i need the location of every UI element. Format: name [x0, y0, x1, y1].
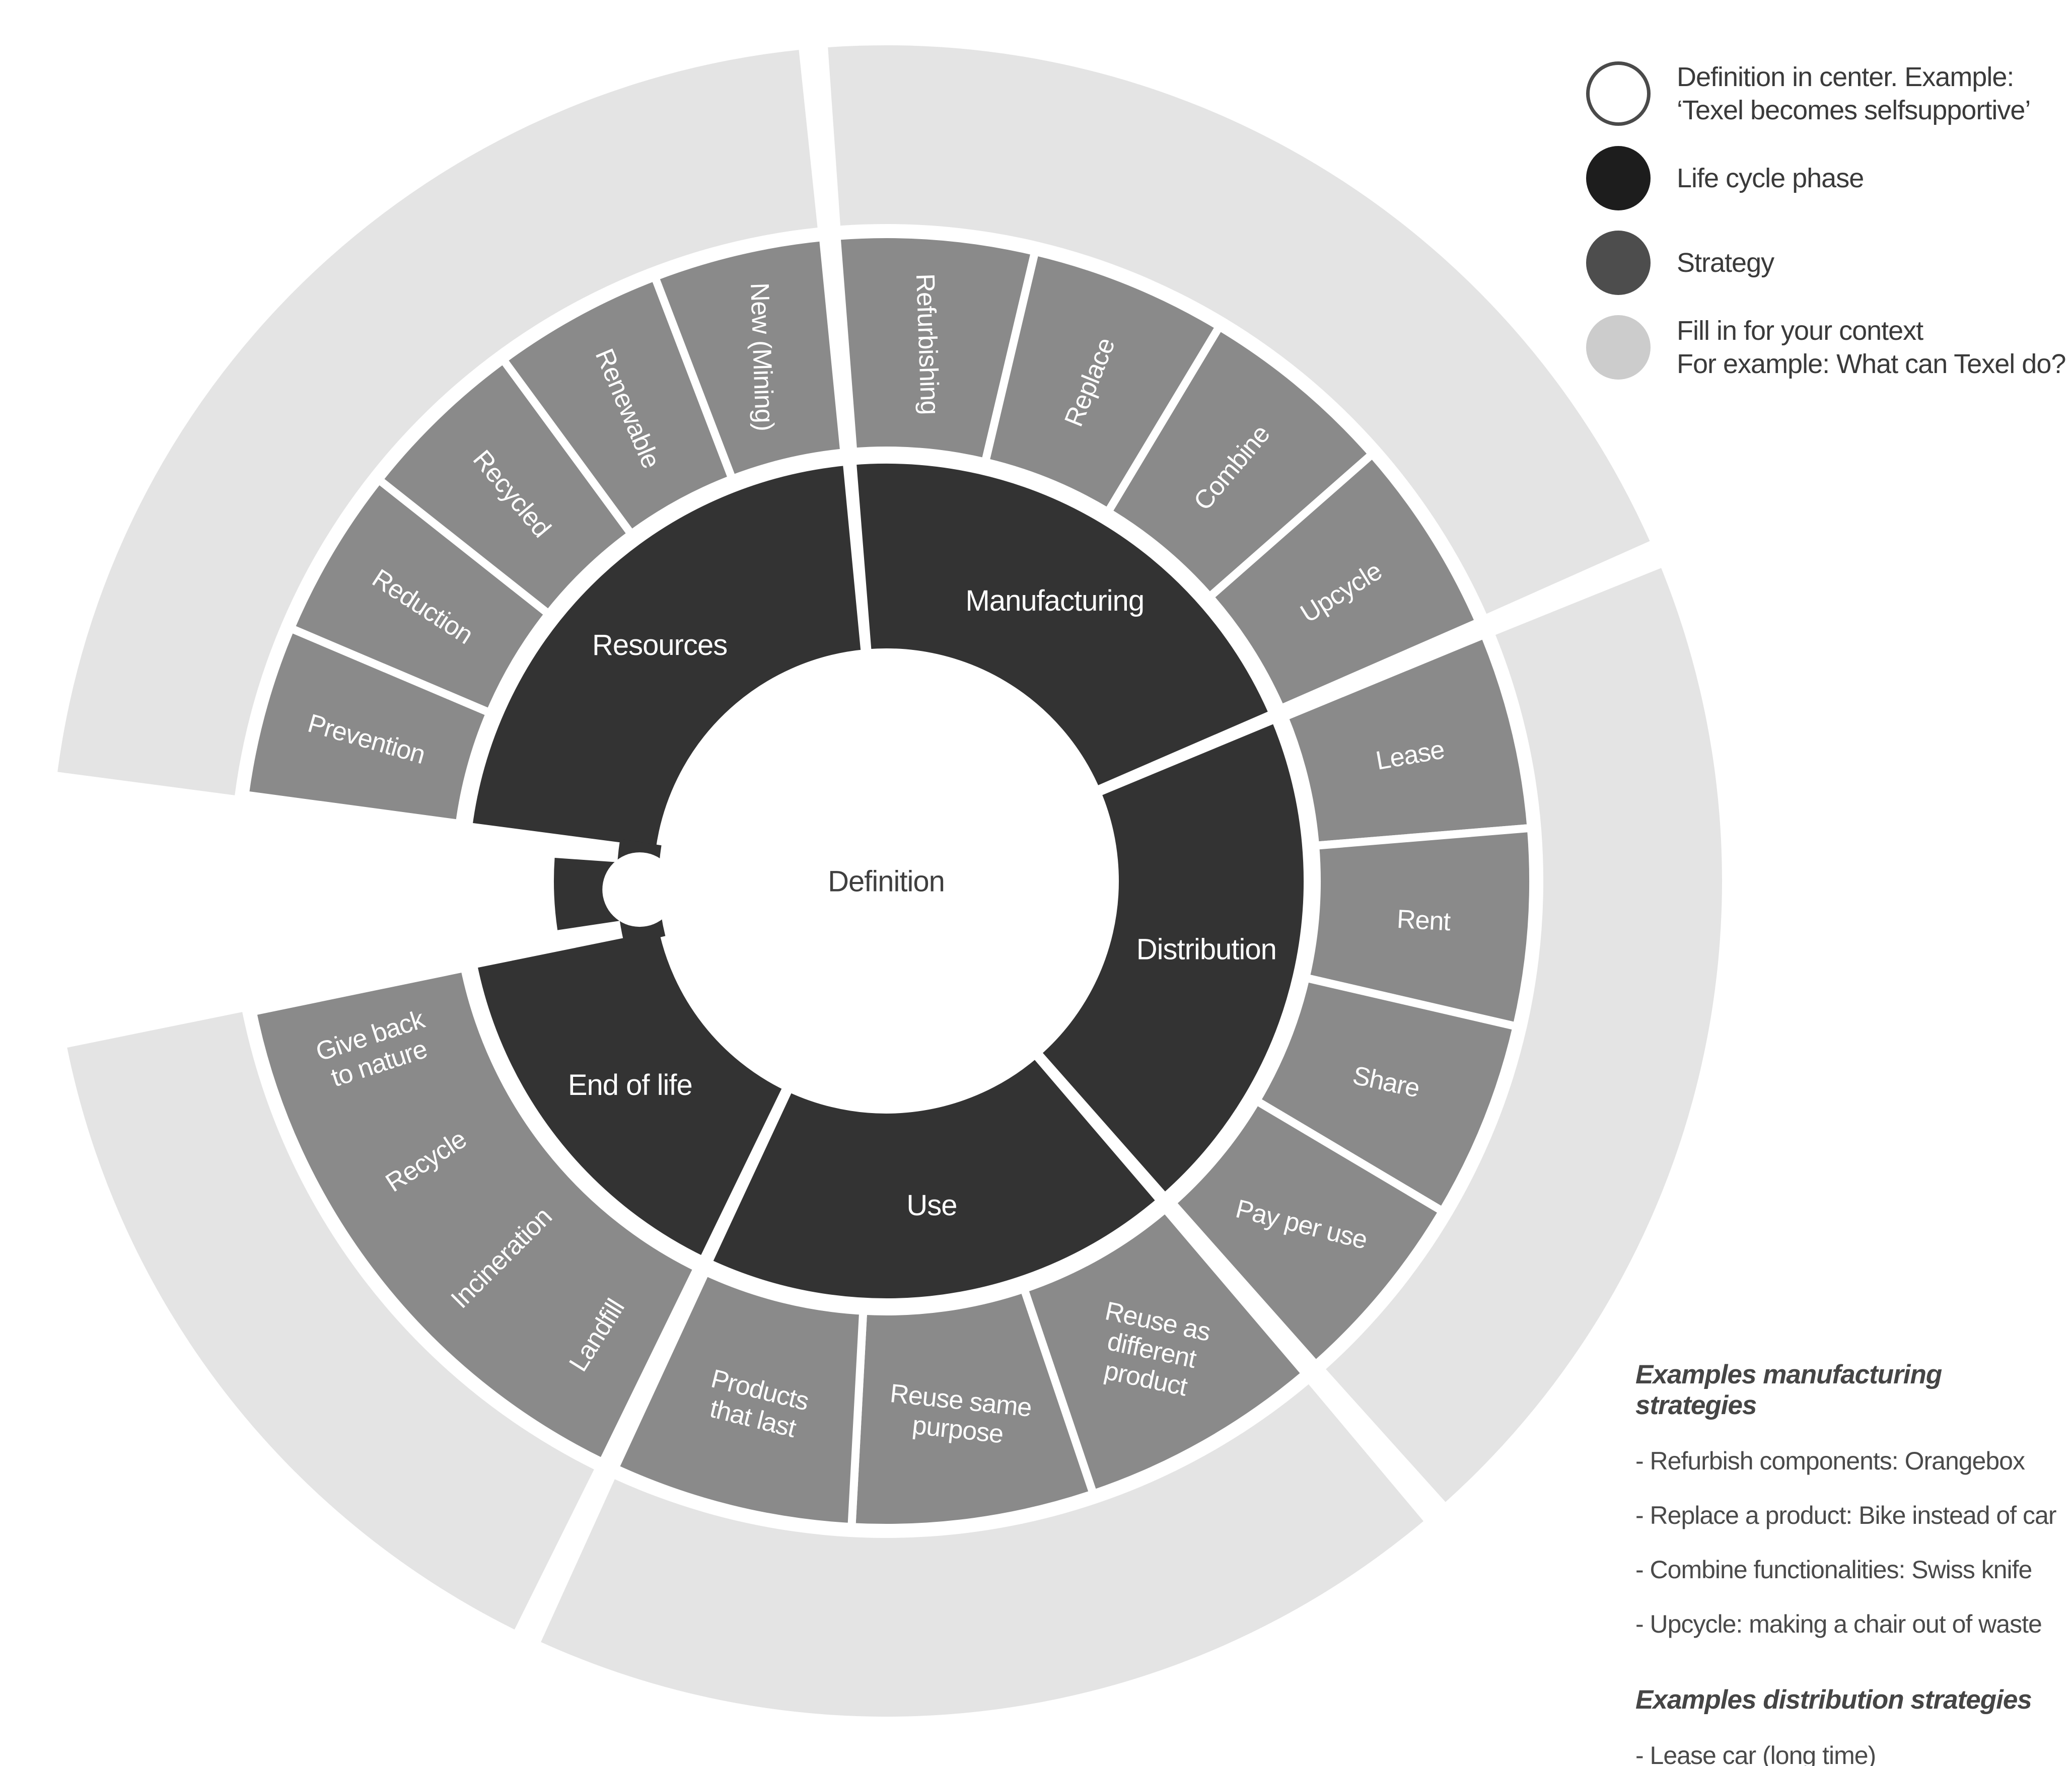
strategy-circle-icon	[1586, 231, 1651, 295]
examples-list: - Refurbish components: Orangebox - Repla…	[1635, 1434, 2058, 1651]
label-refurbishing: Refurbishing	[910, 273, 945, 415]
segment-group-end-of-life	[248, 964, 702, 1466]
examples-distribution: Examples distribution strategies - Lease…	[1635, 1684, 2058, 1766]
legend-item-life-cycle-phase: Life cycle phase	[1586, 145, 2065, 211]
legend-label: Definition in center. Example: ‘Texel be…	[1677, 62, 2031, 125]
phase-manufacturing	[849, 456, 1276, 793]
example-item: - Lease car (long time)	[1635, 1741, 1876, 1766]
phase-resources	[465, 458, 868, 855]
segment-new-mining	[651, 233, 848, 483]
segment-pay-per-use	[1168, 1096, 1447, 1369]
outer-ring-use	[541, 1384, 1423, 1717]
label-new-mining: New (Mining)	[745, 282, 779, 431]
examples: Examples manufacturing strategies - Refu…	[1635, 1359, 2058, 1766]
example-item: - Combine functionalities: Swiss knife	[1635, 1556, 2032, 1584]
context-circle-icon	[1586, 315, 1651, 380]
phase-use	[705, 1051, 1164, 1305]
examples-manufacturing: Examples manufacturing strategies - Refu…	[1635, 1359, 2058, 1651]
legend-item-strategy: Strategy	[1586, 230, 2065, 296]
legend: Definition in center. Example: ‘Texel be…	[1586, 60, 2066, 381]
outer-ring-manufacturing	[828, 45, 1650, 614]
context-ring	[57, 45, 1722, 1717]
phase-end-of-life	[470, 923, 790, 1264]
label-phase-use: Use	[906, 1189, 957, 1222]
label-rent: Rent	[1396, 905, 1452, 937]
legend-label: Strategy	[1677, 248, 1774, 278]
definition-circle	[665, 659, 1108, 1102]
label-phase-manufacturing: Manufacturing	[966, 584, 1145, 617]
example-item: - Replace a product: Bike instead of car	[1635, 1501, 2056, 1529]
segment-products-that-last	[611, 1268, 868, 1531]
outer-ring-resources	[57, 50, 818, 795]
examples-list: - Lease car (long time)- Rent a car (sho…	[1635, 1728, 2058, 1766]
definition-circle-icon	[1586, 61, 1651, 126]
label-phase-end-of-life: End of life	[568, 1069, 692, 1101]
examples-title: Examples manufacturing strategies	[1635, 1360, 1942, 1420]
life-cycle-phase-circle-icon	[1586, 146, 1651, 210]
notch-knob	[602, 852, 677, 927]
outer-ring-distribution	[1326, 568, 1722, 1502]
phase-ring	[465, 456, 1311, 1305]
label-phase-resources: Resources	[592, 629, 727, 661]
strategy-ring	[241, 230, 1538, 1532]
legend-item-context: Fill in for your context For example: Wh…	[1586, 314, 2066, 381]
legend-label: Life cycle phase	[1677, 163, 1864, 193]
outer-ring-end-of-life	[67, 1012, 594, 1630]
legend-label: Fill in for your context For example: Wh…	[1677, 316, 2066, 379]
segment-upcycle	[1205, 450, 1483, 713]
example-item: - Refurbish components: Orangebox	[1635, 1447, 2025, 1475]
legend-item-definition: Definition in center. Example: ‘Texel be…	[1586, 60, 2065, 127]
label-phase-distribution: Distribution	[1136, 933, 1276, 966]
phase-distribution	[1034, 716, 1311, 1200]
definition-label: Definition	[828, 865, 945, 898]
examples-title: Examples distribution strategies	[1635, 1685, 2032, 1715]
example-item: - Upcycle: making a chair out of waste	[1635, 1610, 2042, 1638]
